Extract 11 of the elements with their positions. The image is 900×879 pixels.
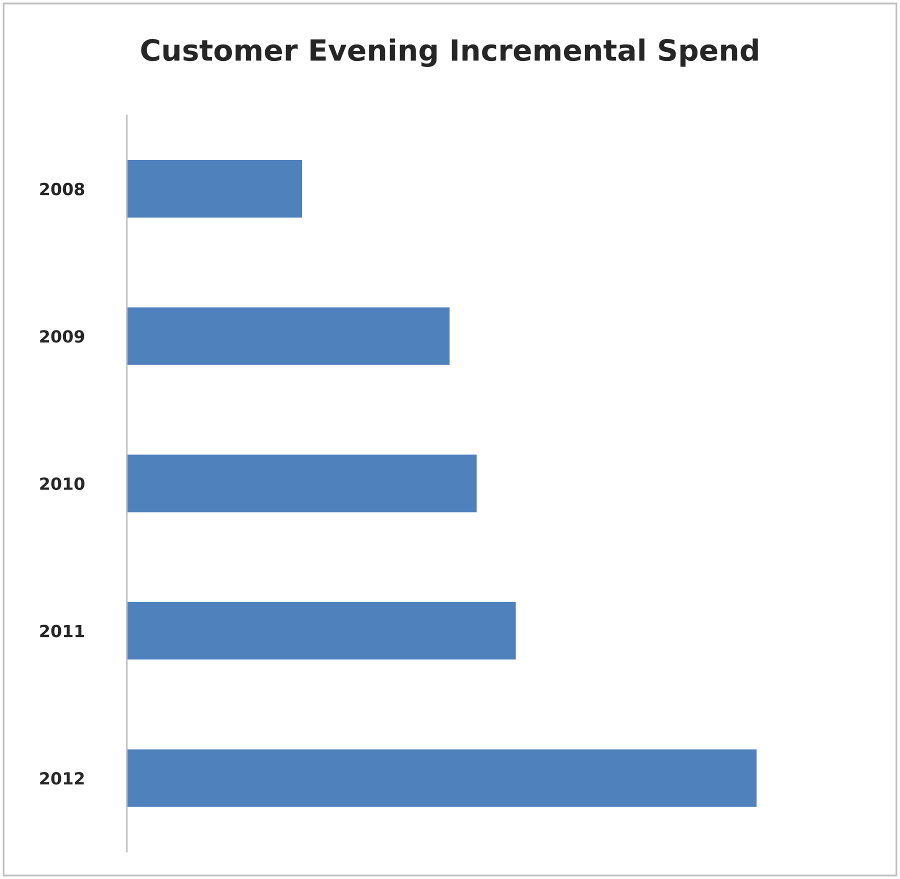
y-tick-label: 2010 — [40, 477, 84, 490]
bar — [126, 306, 451, 366]
chart-title: Customer Evening Incremental Spend — [141, 38, 758, 67]
y-tick-label: 2008 — [40, 182, 84, 196]
bar — [126, 158, 304, 219]
y-tick-label: 2009 — [40, 330, 84, 343]
bar — [126, 453, 478, 514]
bar — [126, 600, 518, 661]
y-tick-label: 2012 — [40, 772, 84, 785]
bar — [126, 748, 758, 808]
y-tick-label: 2011 — [40, 624, 84, 638]
